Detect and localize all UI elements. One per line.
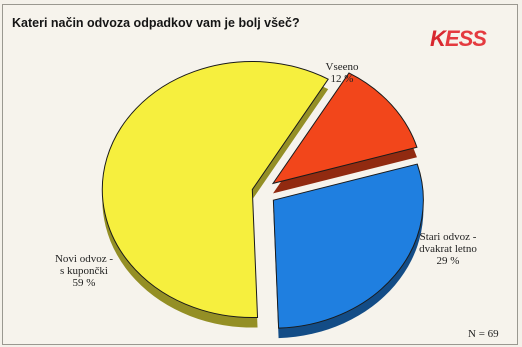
- pie-slice: [272, 163, 424, 329]
- pie-slice: [101, 61, 329, 318]
- slice-label: Stari odvoz -: [420, 231, 477, 243]
- slice-label: s kupončki: [60, 265, 108, 277]
- slice-label: dvakrat letno: [419, 243, 477, 255]
- slice-label: Vseeno: [326, 61, 359, 73]
- slice-label: Novi odvoz -: [55, 253, 113, 265]
- kess-logo: KESS: [430, 26, 487, 51]
- slice-value-label: 29 %: [437, 255, 460, 267]
- slice-value-label: 59 %: [73, 277, 96, 289]
- sample-size: N = 69: [468, 328, 499, 340]
- chart-title: Kateri način odvoza odpadkov vam je bolj…: [12, 16, 300, 30]
- slice-value-label: 12 %: [331, 73, 354, 85]
- pie-slice: [271, 72, 418, 185]
